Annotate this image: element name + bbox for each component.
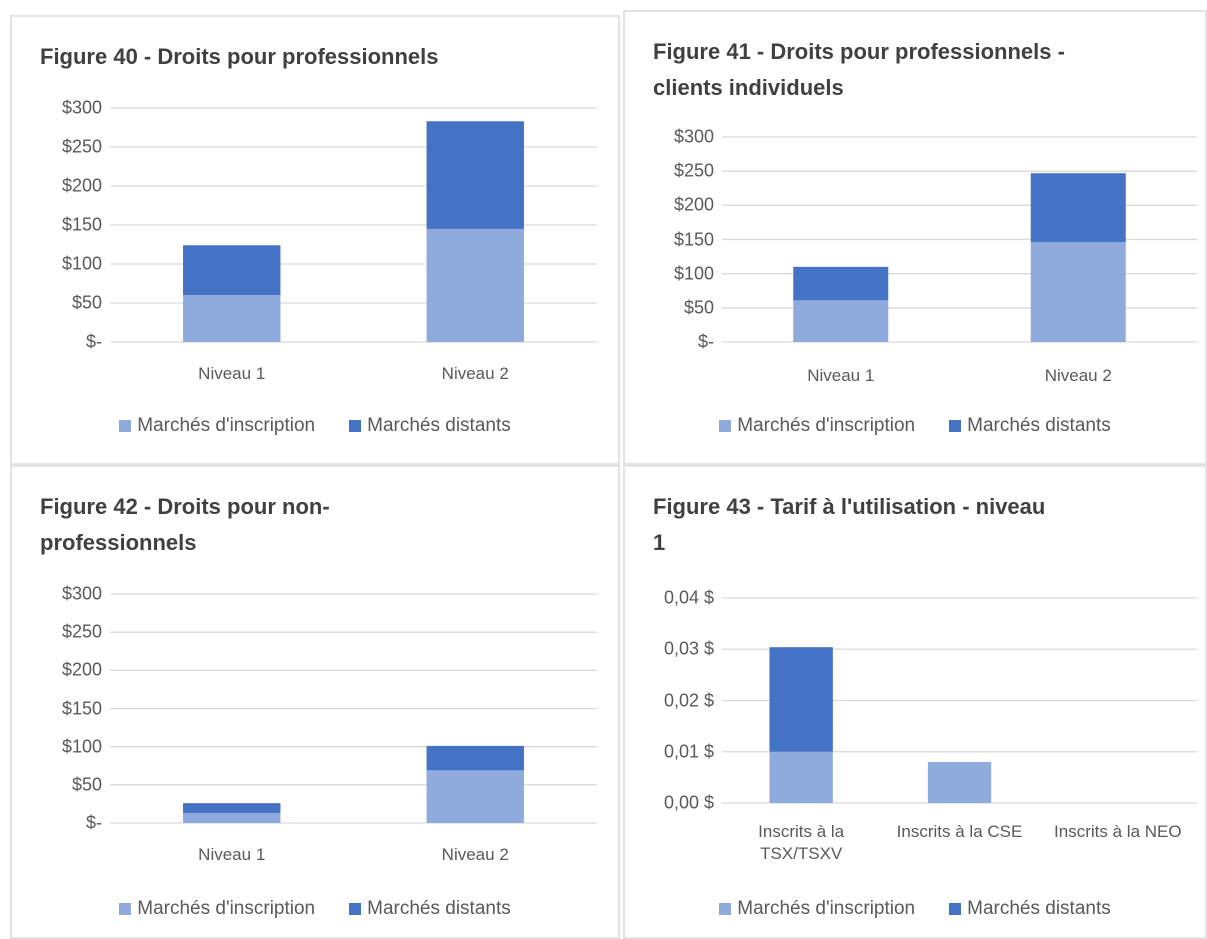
x-tick-label: Niveau 1 — [198, 364, 266, 383]
legend-swatch — [949, 903, 962, 915]
bar-segment — [183, 295, 281, 342]
x-tick-label: Inscrits à la NEO — [1054, 822, 1182, 841]
chart — [722, 597, 1197, 804]
y-tick-label: 0,00 $ — [663, 792, 714, 813]
y-tick-label: $- — [697, 331, 714, 352]
bar-segment — [769, 647, 833, 752]
legend-label: Marchés d'inscription — [737, 415, 916, 436]
y-tick-label: $250 — [61, 621, 102, 642]
y-tick-label: $300 — [61, 583, 102, 604]
bar-segment — [426, 770, 524, 823]
bar-segment — [183, 803, 281, 814]
y-tick-label: $100 — [673, 263, 714, 284]
legend: Marchés d'inscription Marchés distants — [625, 898, 1205, 920]
chart — [110, 107, 597, 343]
legend-item: Marchés d'inscription — [719, 415, 915, 437]
y-tick-label: $50 — [71, 292, 102, 313]
y-tick-label: $200 — [61, 175, 102, 196]
bar-segment — [183, 245, 281, 296]
y-tick-label: $250 — [61, 136, 102, 157]
x-tick-label: Niveau 1 — [198, 845, 266, 864]
chart-title: Figure 41 - Droits pour professionnels -… — [653, 39, 1065, 100]
y-tick-label: $200 — [61, 659, 102, 680]
legend-item: Marchés d'inscription — [719, 898, 915, 920]
x-tick-label: Inscrits à la CSE — [896, 822, 1023, 841]
legend-item: Marchés d'inscription — [119, 415, 315, 437]
chart-panel: Figure 43 - Tarif à l'utilisation - nive… — [623, 465, 1207, 939]
legend-item: Marchés d'inscription — [119, 898, 315, 920]
y-tick-label: $50 — [683, 297, 714, 318]
y-tick-label: 0,01 $ — [663, 741, 714, 762]
legend-swatch — [349, 903, 362, 915]
x-tick-label: Inscrits à la TSX/TSXV — [758, 822, 845, 863]
y-tick-label: $300 — [673, 126, 714, 147]
y-tick-label: $- — [85, 331, 102, 352]
legend-swatch — [349, 420, 362, 432]
y-tick-label: $100 — [61, 736, 102, 757]
legend-item: Marchés distants — [949, 898, 1111, 920]
y-tick-label: $100 — [61, 253, 102, 274]
y-tick-label: 0,02 $ — [663, 690, 714, 710]
legend-swatch — [949, 420, 962, 432]
chart-panel: Figure 41 - Droits pour professionnels -… — [623, 10, 1207, 465]
y-tick-label: $250 — [673, 160, 714, 181]
y-tick-label: $150 — [61, 214, 102, 235]
legend-swatch — [719, 420, 732, 432]
legend-swatch — [719, 903, 732, 915]
legend: Marchés d'inscription Marchés distants — [625, 415, 1205, 437]
chart — [722, 136, 1197, 343]
legend-item: Marchés distants — [349, 898, 511, 920]
x-tick-label: Niveau 2 — [1044, 366, 1112, 385]
chart-title: Figure 40 - Droits pour professionnels — [40, 44, 439, 69]
legend-label: Marchés d'inscription — [137, 898, 316, 919]
bar-segment — [426, 228, 524, 342]
x-tick-label: Niveau 1 — [807, 366, 875, 385]
legend-label: Marchés distants — [967, 898, 1111, 919]
bar-segment — [793, 266, 889, 301]
x-tick-label: Niveau 2 — [441, 845, 509, 864]
chart-panel: Figure 40 - Droits pour professionnels $-… — [10, 15, 620, 465]
bar-segment — [769, 751, 833, 803]
bar-segment — [1030, 242, 1126, 342]
chart-title: Figure 43 - Tarif à l'utilisation - nive… — [653, 494, 1046, 555]
y-tick-label: 0,03 $ — [663, 638, 714, 659]
legend-item: Marchés distants — [349, 415, 511, 437]
chart — [110, 593, 597, 824]
x-tick-label: Niveau 2 — [441, 364, 509, 383]
legend-item: Marchés distants — [949, 415, 1111, 437]
bar-segment — [1030, 173, 1126, 243]
chart-panel: Figure 42 - Droits pour non-professionne… — [10, 465, 620, 939]
y-tick-label: 0,04 $ — [663, 587, 714, 608]
legend-swatch — [119, 420, 132, 432]
legend-label: Marchés d'inscription — [737, 898, 916, 919]
y-tick-label: $200 — [673, 194, 714, 215]
legend: Marchés d'inscription Marchés distants — [12, 898, 618, 920]
y-tick-label: $300 — [61, 97, 102, 118]
legend: Marchés d'inscription Marchés distants — [12, 415, 618, 437]
bar-segment — [183, 813, 281, 823]
y-tick-label: $150 — [673, 229, 714, 249]
bar-segment — [426, 121, 524, 229]
legend-label: Marchés d'inscription — [137, 415, 316, 436]
bar-segment — [927, 762, 992, 803]
y-tick-label: $- — [85, 812, 102, 833]
legend-swatch — [119, 903, 132, 915]
chart-title: Figure 42 - Droits pour non-professionne… — [40, 494, 330, 555]
bar-segment — [426, 745, 524, 771]
legend-label: Marchés distants — [967, 415, 1111, 436]
y-tick-label: $50 — [71, 774, 102, 795]
legend-label: Marchés distants — [367, 898, 511, 919]
legend-label: Marchés distants — [367, 415, 511, 436]
bar-segment — [793, 300, 889, 342]
y-tick-label: $150 — [61, 698, 102, 718]
